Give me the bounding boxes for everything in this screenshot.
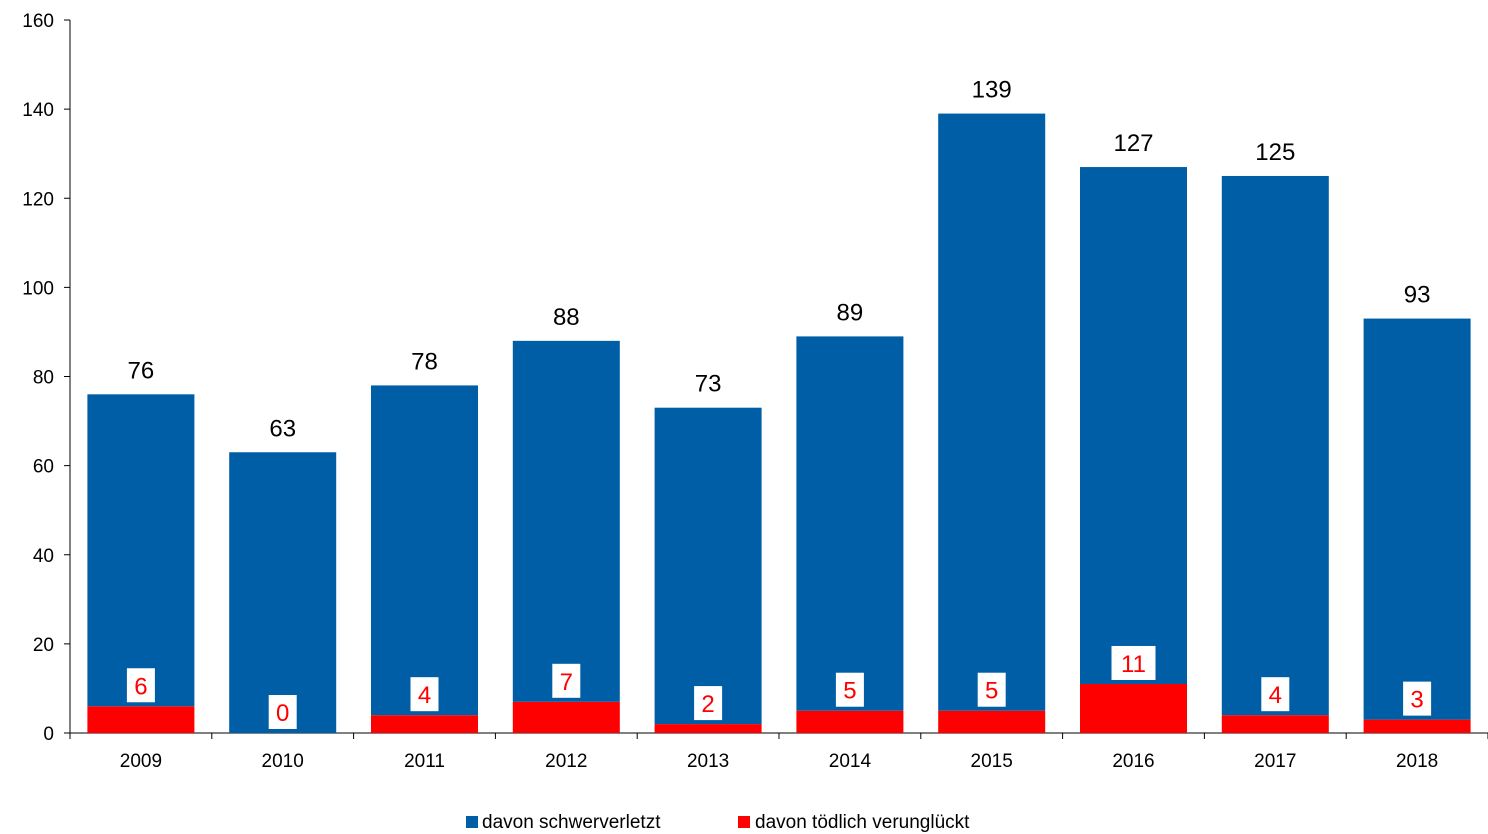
toedlich-data-label: 4	[418, 682, 431, 709]
y-tick-label: 160	[22, 11, 54, 32]
bar-toedlich	[796, 710, 904, 733]
x-tick-label: 2018	[1396, 751, 1438, 772]
toedlich-label-box	[126, 668, 155, 703]
bar-schwerverletzt	[229, 452, 337, 733]
bar-toedlich	[512, 701, 620, 733]
total-data-label: 125	[1255, 139, 1295, 166]
bar-schwerverletzt	[1080, 167, 1187, 684]
bar-schwerverletzt	[512, 340, 620, 702]
total-data-label: 127	[1113, 130, 1153, 157]
data-labels: 76 6 63 0 78 4 88 7 73 2 89 5 139 5 127 11 125 4 93 3	[126, 77, 1432, 729]
toedlich-label-box	[835, 672, 864, 707]
x-tick-label: 2016	[1112, 751, 1154, 772]
y-tick-label: 80	[33, 368, 54, 389]
bar-toedlich	[87, 706, 195, 733]
toedlich-data-label: 4	[1269, 682, 1282, 709]
x-tick-label: 2015	[971, 751, 1013, 772]
toedlich-label-box	[977, 672, 1006, 707]
toedlich-label-box	[410, 677, 439, 712]
y-tick-label: 60	[33, 457, 54, 478]
toedlich-label-box	[268, 695, 297, 729]
y-tick-label: 100	[22, 278, 54, 299]
x-tick-label: 2010	[262, 751, 304, 772]
bar-toedlich	[654, 724, 762, 733]
total-data-label: 89	[837, 299, 864, 326]
x-tick-label: 2011	[404, 751, 445, 772]
y-tick-label: 120	[22, 189, 54, 210]
bar-toedlich	[1221, 715, 1329, 733]
toedlich-data-label: 3	[1410, 687, 1423, 714]
legend-label-toedlich: davon tödlich verunglückt	[755, 812, 970, 833]
bar-toedlich	[371, 715, 478, 733]
total-data-label: 76	[128, 357, 155, 384]
legend-label-schwerverletzt: davon schwerverletzt	[482, 812, 661, 833]
toedlich-label-box	[552, 663, 581, 698]
total-data-label: 88	[553, 304, 580, 331]
bar-schwerverletzt	[87, 394, 195, 707]
total-data-label: 139	[972, 77, 1012, 104]
total-data-label: 63	[269, 415, 296, 442]
bar-schwerverletzt	[938, 113, 1046, 711]
toedlich-label-box	[1261, 677, 1290, 712]
y-axis: 0 20 40 60 80 100 120 140 160	[22, 11, 71, 745]
toedlich-data-label: 7	[560, 669, 573, 696]
x-tick-label: 2009	[120, 751, 162, 772]
bar-toedlich	[1080, 683, 1187, 733]
x-tick-label: 2017	[1254, 751, 1296, 772]
legend: davon schwerverletzt davon tödlich verun…	[466, 812, 970, 833]
toedlich-data-label: 2	[701, 691, 714, 718]
bar-schwerverletzt	[654, 407, 762, 725]
toedlich-data-label: 0	[276, 700, 289, 727]
legend-swatch-toedlich	[738, 816, 750, 828]
toedlich-label-box	[1111, 645, 1156, 680]
bar-toedlich	[938, 710, 1046, 733]
toedlich-data-label: 11	[1121, 651, 1146, 678]
y-tick-label: 20	[33, 635, 54, 656]
toedlich-label-box	[694, 686, 723, 721]
total-data-label: 73	[695, 371, 722, 398]
bar-toedlich	[1363, 719, 1471, 733]
toedlich-data-label: 5	[843, 678, 856, 705]
y-tick-label: 0	[43, 724, 54, 745]
y-tick-label: 40	[33, 546, 54, 567]
legend-swatch-schwerverletzt	[466, 816, 478, 828]
bar-schwerverletzt	[1221, 175, 1329, 716]
bar-schwerverletzt	[796, 336, 904, 711]
bar-schwerverletzt	[371, 385, 478, 716]
bars	[87, 113, 1471, 733]
bar-schwerverletzt	[1363, 318, 1471, 720]
x-tick-label: 2013	[687, 751, 729, 772]
toedlich-data-label: 6	[134, 673, 147, 700]
total-data-label: 78	[411, 348, 438, 375]
total-data-label: 93	[1404, 282, 1431, 309]
toedlich-data-label: 5	[985, 678, 998, 705]
x-axis: 2009 2010 2011 2012 2013 2014 2015 2016 2017 2018	[69, 732, 1488, 772]
toedlich-label-box	[1403, 681, 1432, 716]
x-tick-label: 2012	[545, 751, 587, 772]
x-tick-label: 2014	[829, 751, 872, 772]
y-tick-label: 140	[22, 100, 54, 121]
